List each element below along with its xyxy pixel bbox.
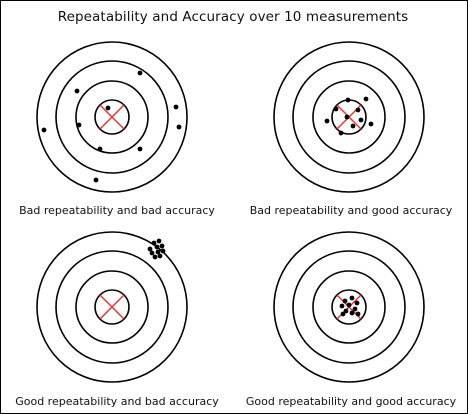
caption-bad-repeatability-good-accuracy: Bad repeatability and good accuracy <box>249 204 453 217</box>
measurement-dot <box>147 246 153 252</box>
measurement-dot <box>346 302 352 308</box>
center-cross-line-b <box>99 104 125 130</box>
measurement-dot <box>151 240 157 246</box>
bullseye-ring <box>331 289 367 325</box>
measurement-dot <box>343 308 349 314</box>
measurement-dot <box>358 117 364 123</box>
measurement-dot <box>339 303 345 309</box>
measurement-dot <box>93 177 99 183</box>
measurement-dot <box>154 244 160 250</box>
measurement-dot <box>76 122 82 128</box>
second-ring <box>55 60 169 174</box>
second-ring <box>292 60 406 174</box>
center-cross-line-b <box>99 294 125 320</box>
bullseye-ring <box>94 99 130 135</box>
measurement-dot <box>156 238 162 244</box>
measurement-dot <box>349 310 355 316</box>
measurement-dot <box>349 295 355 301</box>
measurement-dot <box>155 249 161 255</box>
target-bad-repeatability-bad-accuracy <box>36 41 188 193</box>
measurement-dot <box>338 130 344 136</box>
measurement-dot <box>354 300 360 306</box>
third-ring <box>75 80 149 154</box>
measurement-dot <box>160 248 166 254</box>
measurement-dot <box>41 127 47 133</box>
measurement-dot <box>333 106 339 112</box>
measurement-dot <box>342 298 348 304</box>
measurement-dot <box>324 118 330 124</box>
caption-good-repeatability-good-accuracy: Good repeatability and good accuracy <box>245 395 457 408</box>
second-ring <box>292 250 406 364</box>
measurement-dot <box>363 96 369 102</box>
measurement-dot <box>157 253 163 259</box>
second-ring <box>55 250 169 364</box>
measurement-dot <box>340 311 346 317</box>
measurement-dot <box>350 123 356 129</box>
third-ring <box>312 270 386 344</box>
measurement-dot <box>345 97 351 103</box>
measurement-dot <box>105 105 111 111</box>
target-good-repeatability-bad-accuracy <box>36 231 188 383</box>
figure-title: Repeatability and Accuracy over 10 measu… <box>57 9 409 25</box>
measurement-dot <box>352 306 358 312</box>
measurement-dot <box>344 114 350 120</box>
measurement-dot <box>152 254 158 260</box>
caption-bad-repeatability-bad-accuracy: Bad repeatability and bad accuracy <box>19 204 215 217</box>
bullseye-ring <box>94 289 130 325</box>
outer-ring <box>36 41 188 193</box>
measurement-dot <box>173 104 179 110</box>
outer-ring <box>273 41 425 193</box>
third-ring <box>312 80 386 154</box>
target-bad-repeatability-good-accuracy <box>273 41 425 193</box>
measurement-dot <box>368 121 374 127</box>
measurement-dot <box>149 250 155 256</box>
target-good-repeatability-good-accuracy <box>273 231 425 383</box>
measurement-dot <box>176 124 182 130</box>
measurement-dot <box>74 88 80 94</box>
measurement-dot <box>97 146 103 152</box>
measurement-dot <box>355 311 361 317</box>
outer-ring <box>273 231 425 383</box>
measurement-dot <box>355 107 361 113</box>
third-ring <box>75 270 149 344</box>
outer-ring <box>36 231 188 383</box>
measurement-dot <box>159 243 165 249</box>
caption-good-repeatability-bad-accuracy: Good repeatability and bad accuracy <box>15 395 219 408</box>
measurement-dot <box>137 146 143 152</box>
measurement-dot <box>137 70 143 76</box>
